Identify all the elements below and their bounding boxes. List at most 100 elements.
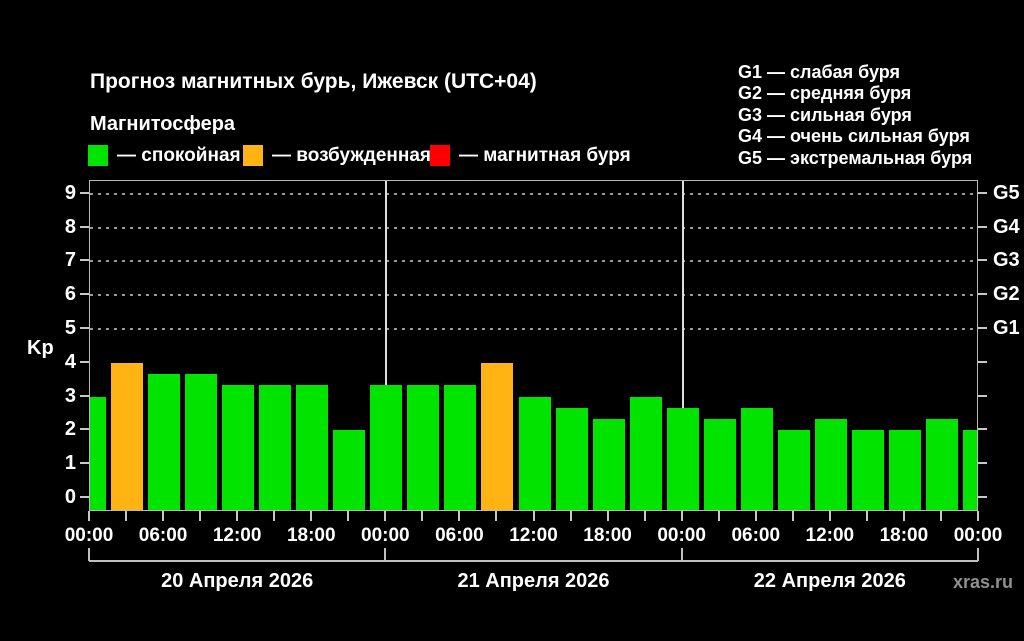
gridline-kp-6 [90, 294, 977, 297]
time-label: 06:00 [435, 525, 484, 546]
time-label: 18:00 [879, 525, 929, 546]
kp-bar [444, 385, 477, 510]
x-axis-tick [347, 511, 350, 521]
right-axis-label-g4: G4 [993, 215, 1020, 238]
x-axis-tick [495, 511, 498, 521]
right-axis-tick [978, 360, 987, 363]
date-label: 21 Апреля 2026 [457, 570, 610, 592]
kp-bar [814, 419, 847, 510]
time-label: 12:00 [805, 525, 855, 546]
right-axis-tick [978, 428, 987, 431]
magnetosphere-subtitle: Магнитосфера [90, 113, 236, 135]
kp-bar [666, 407, 699, 510]
right-axis-tick [978, 259, 987, 262]
day-bracket-tick [977, 548, 979, 561]
calm-color-swatch [88, 145, 108, 166]
time-label: 00:00 [953, 525, 1003, 546]
x-axis-tick [680, 511, 683, 521]
kp-bar [296, 385, 329, 510]
kp-bar [888, 430, 921, 510]
kp-bar [518, 396, 551, 510]
time-label: 18:00 [583, 525, 632, 546]
y-axis-tick-label: 9 [64, 181, 76, 204]
kp-bar [592, 419, 625, 510]
time-label: 00:00 [657, 525, 706, 546]
kp-bar [370, 385, 403, 510]
x-axis-tick [273, 511, 276, 521]
right-axis-tick [978, 496, 987, 498]
right-axis-tick [978, 394, 987, 397]
kp-bar [555, 407, 588, 510]
y-axis-tick-label: 7 [64, 249, 76, 272]
x-axis-tick [977, 511, 979, 521]
y-axis-label: Kp [27, 337, 54, 359]
watermark: xras.ru [952, 572, 1013, 592]
kp-bar [963, 430, 977, 510]
storm-color-swatch [430, 145, 450, 166]
time-label: 12:00 [212, 525, 262, 546]
kp-bar [407, 385, 440, 510]
kp-bar [333, 430, 366, 510]
x-axis-tick [532, 511, 535, 521]
x-axis-tick [643, 511, 646, 521]
day-divider-2 [681, 181, 684, 510]
y-axis-tick [80, 259, 89, 262]
y-axis-tick-label: 4 [64, 350, 76, 373]
x-axis-tick [236, 511, 239, 521]
x-axis-tick [421, 511, 424, 521]
y-axis-tick-label: 3 [64, 384, 76, 407]
x-axis-tick [865, 511, 868, 521]
x-axis-tick [754, 511, 757, 521]
kp-bar [259, 385, 292, 510]
x-axis-tick [199, 511, 202, 521]
right-axis-tick [978, 191, 987, 194]
kp-bar [90, 396, 106, 510]
kp-bar [629, 396, 662, 510]
x-axis-tick [384, 511, 387, 521]
gridline-kp-5 [90, 328, 977, 330]
g3-legend-line: G3 — сильная буря [738, 104, 912, 125]
y-axis-tick-label: 6 [64, 283, 76, 306]
page-title: Прогноз магнитных бурь, Ижевск (UTC+04) [90, 70, 537, 93]
right-axis-tick [978, 225, 987, 228]
day-bracket-tick [680, 548, 683, 561]
time-label: 06:00 [731, 525, 781, 546]
day-bracket-tick [88, 548, 90, 561]
kp-bar [740, 407, 773, 510]
x-axis-tick [88, 511, 90, 521]
g5-legend-line: G5 — экстремальная буря [738, 147, 973, 168]
right-axis-tick [978, 293, 987, 296]
date-label: 20 Апреля 2026 [161, 570, 314, 592]
y-axis-tick [80, 462, 89, 465]
y-axis-tick [80, 394, 89, 397]
day-divider-1 [385, 181, 388, 510]
date-label: 22 Апреля 2026 [753, 570, 906, 592]
x-axis-tick [125, 511, 128, 521]
time-label: 00:00 [361, 525, 410, 546]
right-axis-label-g3: G3 [993, 249, 1020, 272]
kp-bar [851, 430, 884, 510]
right-axis-tick [978, 462, 987, 465]
y-axis-tick [80, 327, 89, 329]
x-axis-tick [458, 511, 461, 521]
time-label: 06:00 [138, 525, 188, 546]
x-axis-tick [828, 511, 831, 521]
x-axis-tick [569, 511, 572, 521]
right-axis-label-g5: G5 [993, 181, 1020, 204]
legend-item-storm: — магнитная буря [430, 145, 631, 166]
x-axis-tick [717, 511, 720, 521]
kp-bar [185, 373, 218, 510]
kp-bar [148, 373, 181, 510]
x-axis-tick [939, 511, 942, 521]
x-axis-tick [902, 511, 905, 521]
kp-bar [777, 430, 810, 510]
gridline-kp-7 [90, 260, 977, 263]
g2-legend-line: G2 — средняя буря [738, 83, 912, 104]
kp-bar-chart-plot-area [89, 180, 978, 511]
y-axis-tick [80, 360, 89, 363]
y-axis-tick [80, 225, 89, 228]
y-axis-tick-label: 0 [64, 486, 76, 508]
y-axis-tick-label: 2 [64, 418, 76, 441]
time-label: 12:00 [509, 525, 558, 546]
